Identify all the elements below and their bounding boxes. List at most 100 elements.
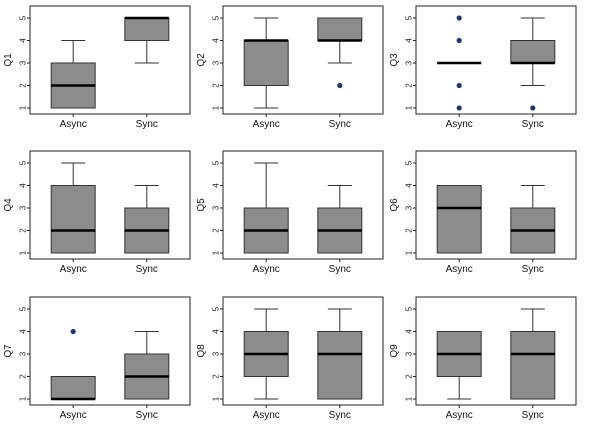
iqr-box [124, 17, 170, 41]
box-sync [317, 185, 363, 254]
box-sync [124, 16, 170, 64]
outlier-point [456, 15, 462, 21]
y-tick-label: 3 [19, 205, 28, 210]
y-axis-label: Q5 [196, 198, 207, 212]
y-tick-label: 2 [212, 83, 221, 88]
y-tick-label: 1 [405, 105, 414, 110]
y-tick-label: 1 [19, 250, 28, 255]
y-tick-label: 3 [212, 60, 221, 65]
boxplot-panel-q1: Q1 1 2 3 4 5 Async Sync [3, 5, 191, 130]
y-tick-label: 5 [405, 15, 414, 20]
y-axis-label: Q8 [196, 344, 207, 358]
x-tick-label: Async [60, 410, 87, 421]
box-sync [510, 308, 556, 400]
y-tick-label: 1 [212, 105, 221, 110]
x-tick-label: Async [446, 119, 473, 130]
box-sync [317, 308, 363, 400]
y-tick-label: 3 [212, 351, 221, 356]
y-tick-label: 3 [405, 60, 414, 65]
y-tick-label: 4 [212, 38, 221, 43]
box-async [243, 162, 289, 254]
y-tick-label: 5 [19, 306, 28, 311]
box-sync [124, 185, 170, 254]
y-tick-label: 2 [212, 374, 221, 379]
outlier-point [70, 328, 76, 335]
x-tick-label: Sync [522, 264, 544, 275]
iqr-box [317, 17, 363, 41]
y-tick-label: 4 [212, 329, 221, 334]
x-tick-label: Async [60, 119, 87, 130]
x-tick-label: Async [446, 410, 473, 421]
y-tick-label: 3 [19, 60, 28, 65]
y-tick-label: 5 [212, 15, 221, 20]
y-tick-label: 1 [212, 396, 221, 401]
y-tick-label: 1 [19, 396, 28, 401]
x-tick-label: Async [446, 264, 473, 275]
x-tick-label: Sync [136, 264, 158, 275]
boxplot-panel-q4: Q4 1 2 3 4 5 Async Sync [3, 150, 191, 275]
iqr-box [317, 331, 363, 400]
y-tick-label: 4 [405, 183, 414, 188]
y-tick-label: 3 [19, 351, 28, 356]
box-async [243, 308, 289, 400]
boxplot-panel-q7: Q7 1 2 3 4 5 Async Sync [3, 296, 191, 421]
box-sync [510, 17, 556, 111]
y-tick-label: 5 [19, 15, 28, 20]
iqr-box [510, 331, 556, 400]
y-tick-label: 3 [405, 351, 414, 356]
box-async [50, 328, 96, 401]
x-tick-label: Async [60, 264, 87, 275]
iqr-box [436, 185, 482, 254]
y-tick-label: 3 [405, 205, 414, 210]
y-axis-label: Q1 [3, 53, 14, 67]
x-tick-label: Sync [136, 119, 158, 130]
box-async [50, 40, 96, 109]
outlier-point [456, 105, 462, 111]
box-async [436, 185, 482, 254]
boxplot-panel-q8: Q8 1 2 3 4 5 Async Sync [196, 296, 384, 421]
x-tick-label: Sync [329, 119, 351, 130]
y-tick-label: 2 [19, 228, 28, 233]
y-axis-label: Q2 [196, 53, 207, 67]
y-tick-label: 1 [212, 250, 221, 255]
y-tick-label: 5 [212, 306, 221, 311]
y-tick-label: 5 [19, 160, 28, 165]
y-tick-label: 4 [212, 183, 221, 188]
y-tick-label: 1 [405, 250, 414, 255]
y-tick-label: 4 [19, 38, 28, 43]
y-tick-label: 5 [212, 160, 221, 165]
y-tick-label: 2 [405, 228, 414, 233]
y-tick-label: 2 [19, 83, 28, 88]
iqr-box [243, 40, 289, 86]
x-tick-label: Async [253, 119, 280, 130]
x-tick-label: Sync [329, 264, 351, 275]
outlier-point [530, 105, 536, 111]
y-tick-label: 4 [19, 329, 28, 334]
x-tick-label: Sync [522, 119, 544, 130]
box-sync [510, 185, 556, 254]
outlier-point [456, 82, 462, 89]
iqr-box [50, 185, 96, 254]
boxplot-panel-q5: Q5 1 2 3 4 5 Async Sync [196, 150, 384, 275]
y-tick-label: 1 [19, 105, 28, 110]
iqr-box [50, 376, 96, 400]
box-async [50, 162, 96, 254]
y-axis-label: Q3 [389, 53, 400, 67]
y-axis-label: Q9 [389, 344, 400, 358]
y-tick-label: 1 [405, 396, 414, 401]
y-axis-label: Q7 [3, 344, 14, 358]
outlier-point [456, 37, 462, 44]
y-tick-label: 2 [405, 374, 414, 379]
boxplot-panel-q3: Q3 1 2 3 4 5 Async Sync [389, 5, 577, 130]
y-tick-label: 3 [212, 205, 221, 210]
y-tick-label: 4 [405, 38, 414, 43]
box-sync [124, 331, 170, 400]
y-axis-label: Q6 [389, 198, 400, 212]
box-sync [317, 17, 363, 89]
x-tick-label: Sync [329, 410, 351, 421]
y-tick-label: 2 [405, 83, 414, 88]
outlier-point [337, 82, 343, 89]
boxplot-panel-q6: Q6 1 2 3 4 5 Async Sync [389, 150, 577, 275]
y-tick-label: 4 [19, 183, 28, 188]
